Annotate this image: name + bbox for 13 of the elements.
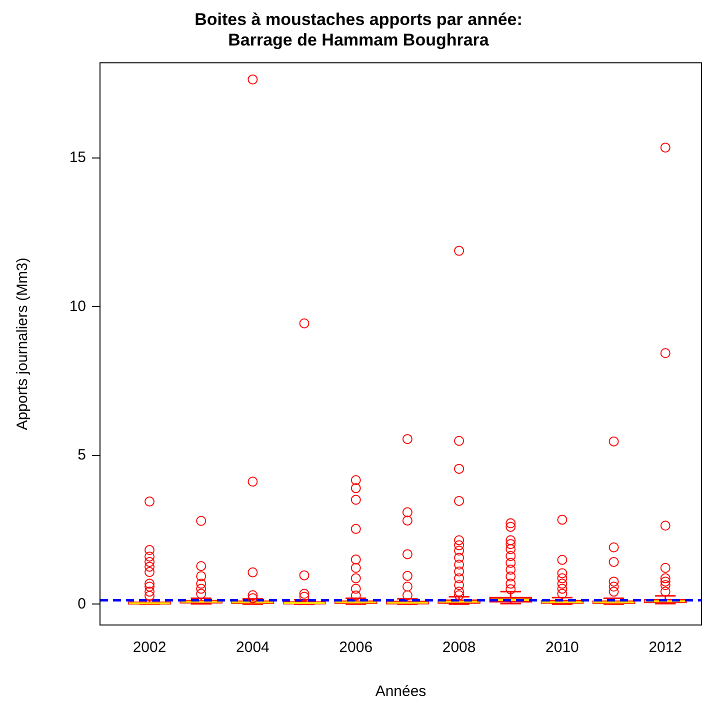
y-tick-label: 10 — [69, 298, 86, 315]
x-tick-label: 2002 — [132, 639, 166, 656]
y-tick-label: 15 — [69, 149, 86, 166]
chart-title: Boites à moustaches apports par année: Barrage de Hammam Boughrara — [194, 10, 522, 50]
x-tick-label: 2010 — [546, 639, 579, 656]
x-tick-label: 2008 — [442, 639, 476, 656]
x-tick-label: 2006 — [339, 639, 373, 656]
x-axis-title: Années — [375, 683, 426, 700]
y-tick-label: 5 — [78, 446, 86, 464]
x-tick-label: 2012 — [648, 639, 682, 656]
y-axis-title: Apports journaliers (Mm3) — [14, 258, 32, 430]
x-tick-label: 2004 — [236, 639, 270, 656]
y-tick-label: 0 — [78, 595, 86, 612]
